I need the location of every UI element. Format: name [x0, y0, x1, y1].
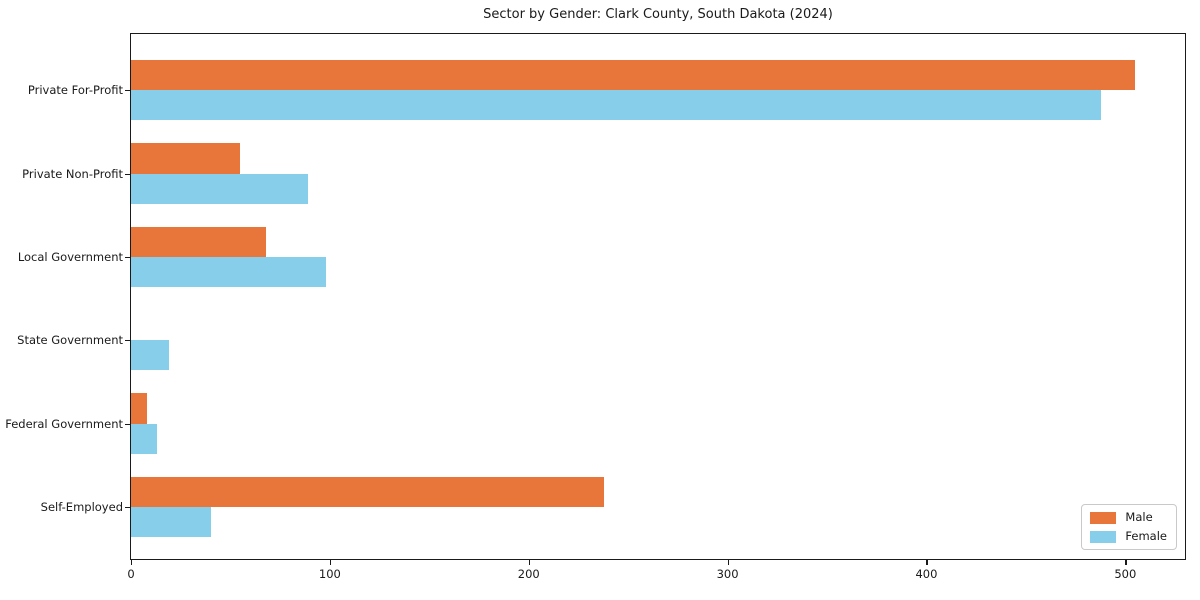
x-tick-label-500: 500	[1114, 567, 1137, 581]
x-tick-label-300: 300	[716, 567, 739, 581]
y-tick-label-private-non-profit: Private Non-Profit	[22, 166, 123, 181]
x-tick-label-0: 0	[127, 567, 135, 581]
bar-male-private-non-profit	[131, 143, 241, 174]
bar-male-local-government	[131, 226, 267, 257]
legend-swatch-male	[1090, 511, 1117, 524]
x-tick-label-100: 100	[318, 567, 341, 581]
plot-area: Private For-Profit Private Non-Profit Loca…	[5, 33, 1186, 581]
x-tick-label-200: 200	[517, 567, 540, 581]
y-tick-mark	[125, 423, 131, 425]
legend-label-female: Female	[1125, 529, 1167, 543]
y-tick-mark	[125, 256, 131, 259]
legend-swatch-female	[1090, 530, 1117, 543]
bar-female-federal-government	[131, 423, 157, 454]
bar-female-private-non-profit	[131, 173, 308, 204]
bar-female-private-for-profit	[131, 90, 1102, 121]
y-tick-label-self-employed: Self-Employed	[40, 500, 123, 515]
y-tick-mark	[125, 507, 131, 509]
x-tick-mark	[528, 559, 530, 565]
y-tick-label-state-government: State Government	[17, 333, 123, 348]
x-tick-mark	[329, 559, 332, 565]
legend: Male Female	[1081, 504, 1177, 550]
y-tick-mark	[125, 340, 131, 342]
x-tick-mark	[131, 559, 133, 565]
legend-item-female: Female	[1090, 530, 1167, 543]
y-tick-label-local-government: Local Government	[17, 249, 123, 264]
x-tick-mark	[1125, 559, 1127, 565]
y-tick-label-private-for-profit: Private For-Profit	[27, 83, 123, 98]
bar-female-state-government	[131, 340, 169, 371]
bar-male-private-for-profit	[131, 59, 1136, 91]
legend-label-male: Male	[1125, 510, 1153, 524]
chart-title: Sector by Gender: Clark County, South Da…	[483, 7, 833, 22]
x-tick-mark	[926, 559, 928, 565]
y-tick-label-federal-government: Federal Government	[5, 416, 123, 431]
x-tick-label-400: 400	[915, 567, 938, 581]
x-tick-mark	[727, 559, 729, 565]
legend-item-male: Male	[1090, 511, 1167, 524]
bar-female-self-employed	[131, 507, 211, 538]
bar-male-federal-government	[131, 393, 147, 424]
y-tick-mark	[125, 90, 131, 92]
y-tick-mark	[125, 173, 131, 175]
bar-male-self-employed	[131, 476, 605, 508]
bar-female-local-government	[131, 256, 326, 288]
